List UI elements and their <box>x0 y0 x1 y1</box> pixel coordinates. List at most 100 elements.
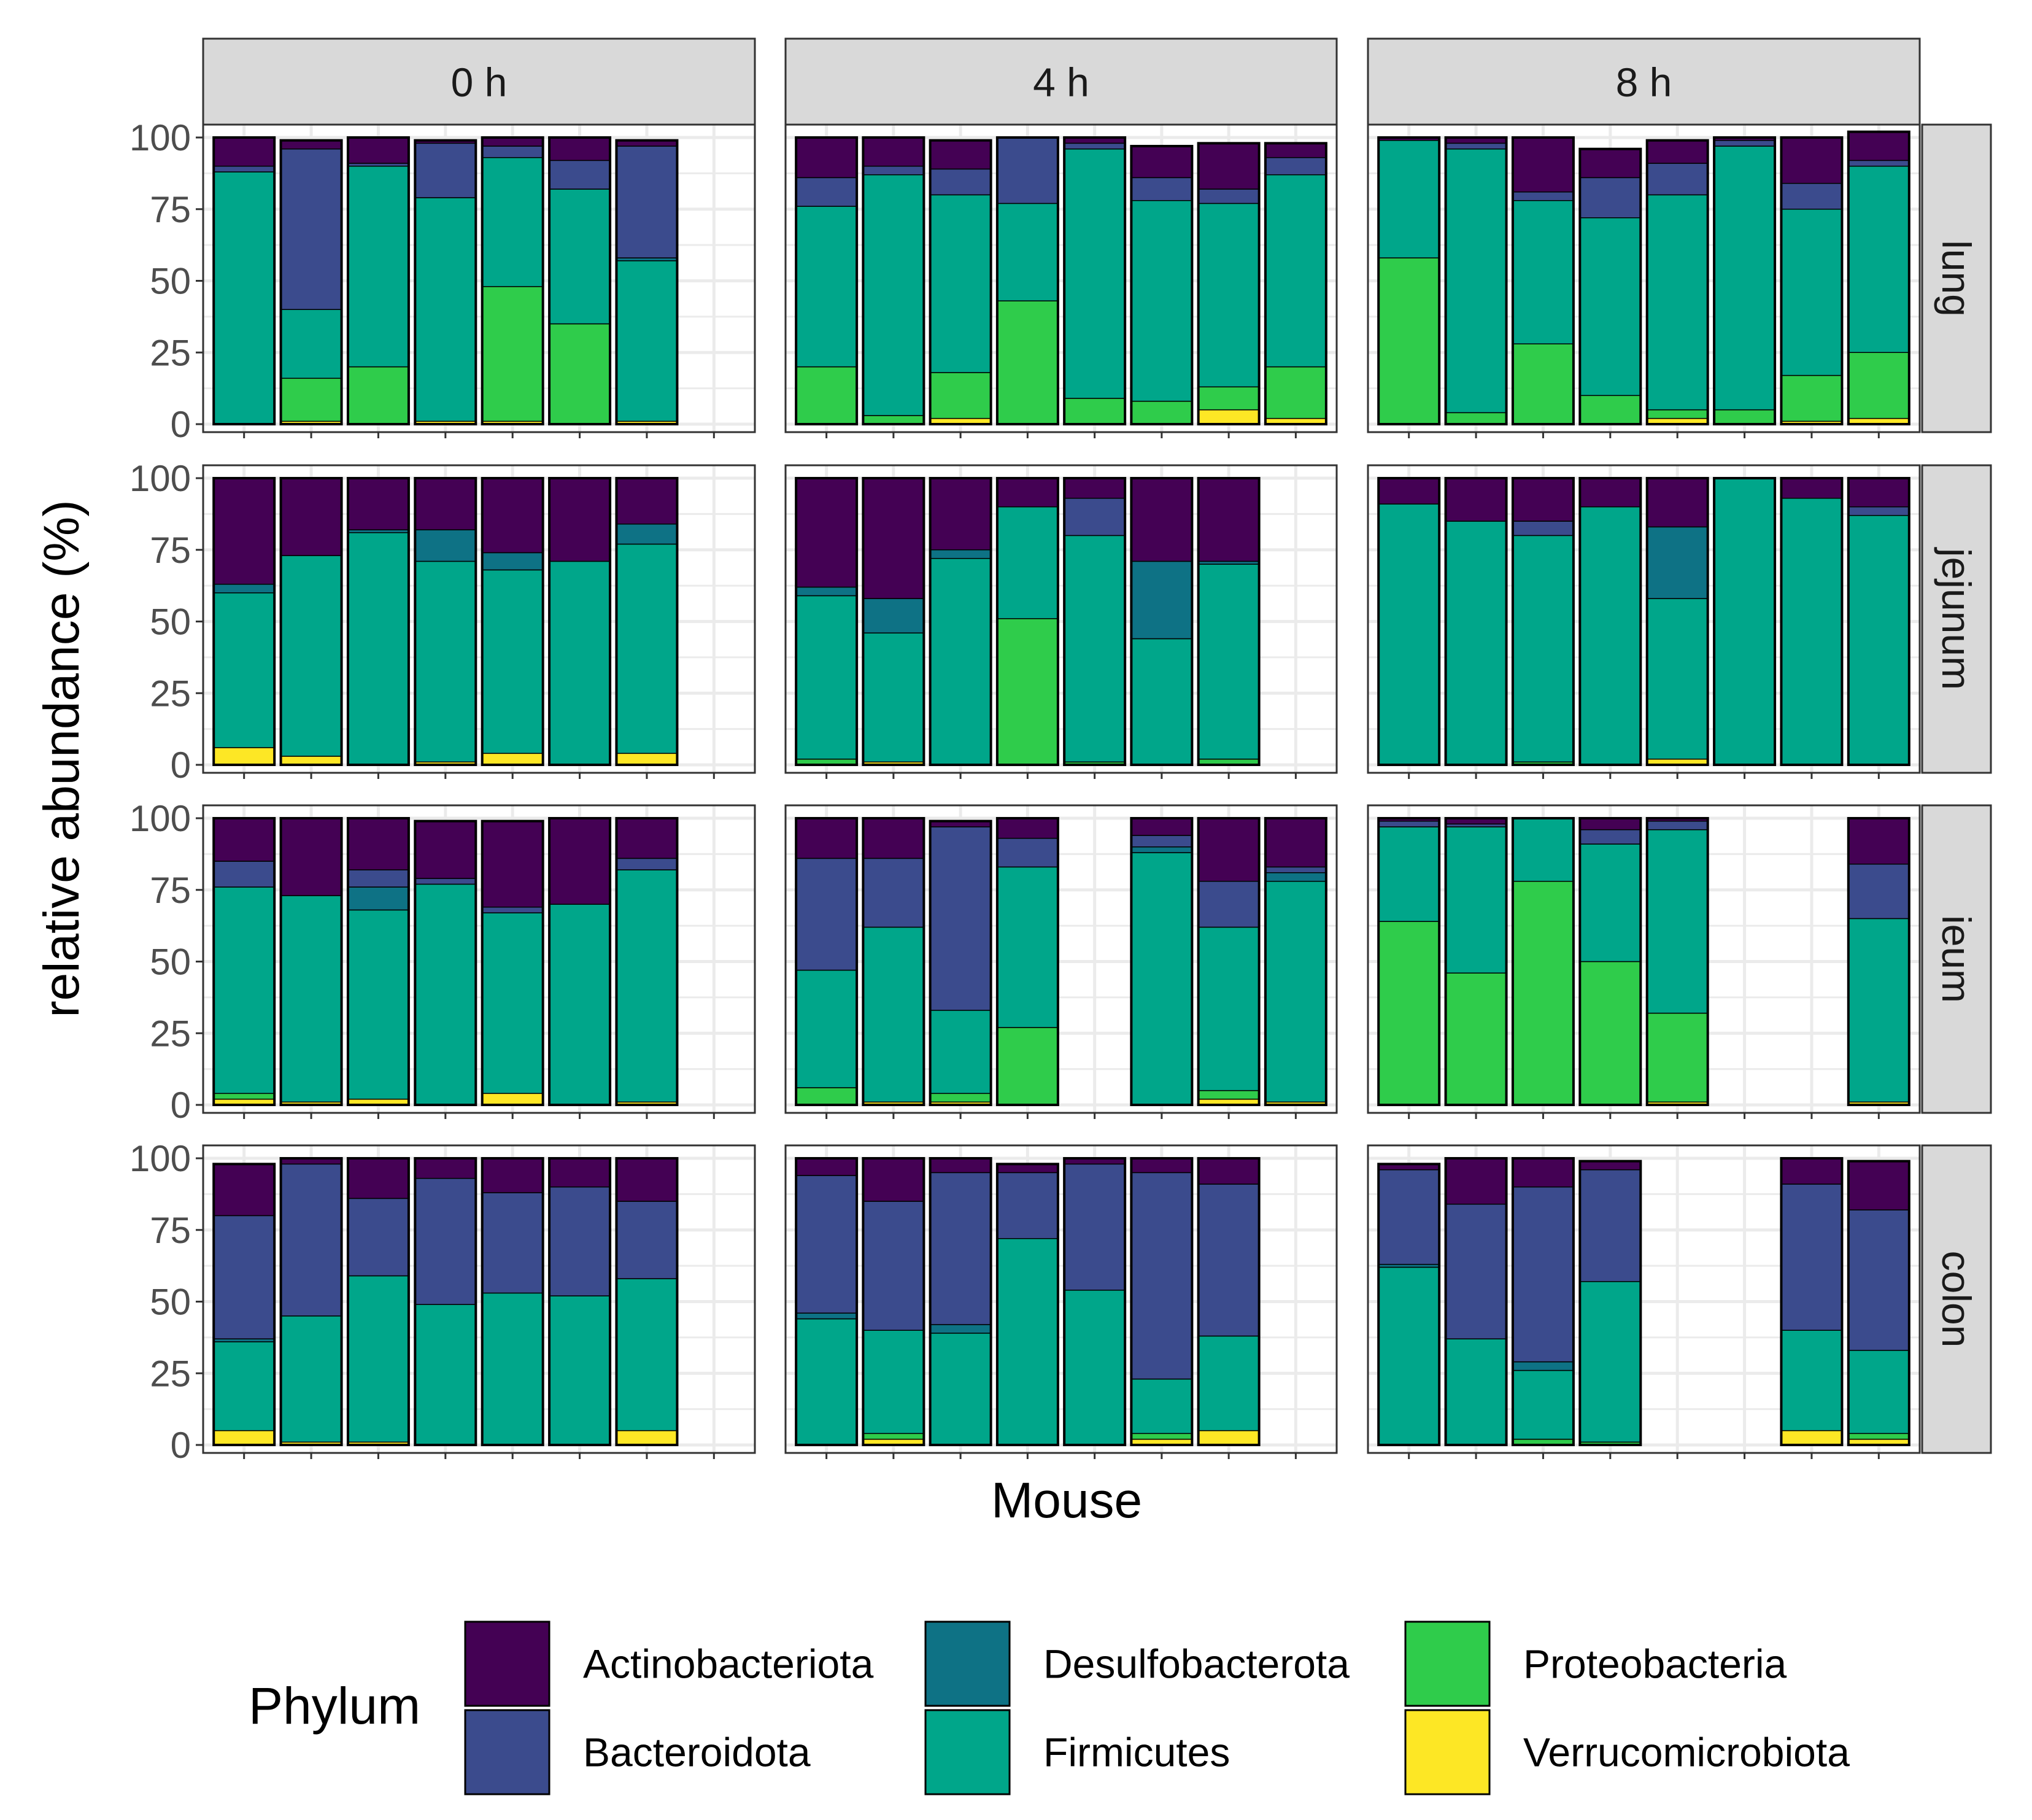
panel-frame-1-1 <box>784 464 1338 774</box>
bar-ieum-8h-8 <box>1847 817 1910 1106</box>
bar-segment-firmicutes <box>1445 148 1507 414</box>
bar-segment-actinobacteriota <box>280 139 342 150</box>
bar-segment-actinobacteriota <box>280 818 342 896</box>
bar-segment-firmicutes <box>1445 826 1507 974</box>
bar-segment-firmicutes <box>213 1341 275 1431</box>
bar-segment-verrucomicrobiota <box>481 753 544 765</box>
bar-ieum-4h-7 <box>1197 817 1261 1106</box>
bar-colon-4h-1 <box>795 1157 859 1446</box>
bar-segment-firmicutes <box>280 895 342 1103</box>
bar-jejunum-8h-5 <box>1645 477 1709 766</box>
bar-segment-firmicutes <box>616 543 678 754</box>
bar-segment-desulfobacterota <box>862 598 925 633</box>
bar-lung-8h-4 <box>1578 147 1642 425</box>
bar-segment-firmicutes <box>1130 638 1193 765</box>
bar-segment-verrucomicrobiota <box>1197 409 1260 425</box>
bar-segment-proteobacteria <box>862 1433 925 1440</box>
bar-segment-bacteroidota <box>1579 177 1642 219</box>
bar-segment-firmicutes <box>213 171 275 425</box>
bar-segment-bacteroidota <box>481 1192 544 1294</box>
bar-colon-8h-1 <box>1377 1163 1441 1446</box>
bar-segment-bacteroidota <box>1646 820 1709 831</box>
bar-segment-actinobacteriota <box>1197 142 1260 190</box>
bar-segment-firmicutes <box>1265 174 1327 368</box>
bar-lung-8h-3 <box>1511 136 1575 425</box>
bar-segment-firmicutes <box>1197 203 1260 388</box>
bar-jejunum-4h-3 <box>929 477 992 766</box>
bar-segment-actinobacteriota <box>414 1158 477 1179</box>
bar-jejunum-8h-2 <box>1444 477 1508 766</box>
bar-segment-actinobacteriota <box>213 1163 275 1217</box>
bar-segment-firmicutes <box>1512 199 1574 344</box>
bar-jejunum-8h-3 <box>1511 477 1575 766</box>
row-label-1: jejunum <box>1934 547 1979 690</box>
bar-segment-actinobacteriota <box>280 478 342 556</box>
bar-segment-bacteroidota <box>795 858 857 971</box>
panel-frame-2-2 <box>1367 804 1921 1114</box>
bar-segment-verrucomicrobiota <box>616 1430 678 1446</box>
bar-jejunum-0h-3 <box>346 477 410 766</box>
bar-segment-firmicutes <box>280 555 342 757</box>
y-tick-label: 100 <box>129 458 191 499</box>
panel-frame-2-0 <box>1367 123 1921 433</box>
bar-segment-proteobacteria <box>1130 1433 1193 1440</box>
bar-segment-desulfobacterota <box>1130 560 1193 640</box>
legend-key-actinobacteriota <box>464 1621 550 1707</box>
bar-segment-bacteroidota <box>1445 1203 1507 1339</box>
bar-segment-actinobacteriota <box>1512 1158 1574 1188</box>
bar-segment-firmicutes <box>1780 497 1843 765</box>
bar-segment-firmicutes <box>616 1278 678 1431</box>
bar-ieum-4h-1 <box>795 817 859 1106</box>
bar-segment-bacteroidota <box>1130 1172 1193 1380</box>
bar-segment-firmicutes <box>1848 918 1910 1103</box>
bar-colon-8h-8 <box>1847 1160 1910 1447</box>
bar-colon-4h-6 <box>1130 1157 1194 1446</box>
bar-segment-firmicutes <box>1848 1350 1910 1435</box>
bar-segment-firmicutes <box>862 632 925 763</box>
bar-lung-8h-2 <box>1444 136 1508 425</box>
row-strip-1 <box>1921 464 1992 774</box>
panel-frame-1-0 <box>784 123 1338 433</box>
bar-lung-8h-7 <box>1780 136 1844 425</box>
bar-jejunum-0h-2 <box>279 477 343 766</box>
bar-segment-bacteroidota <box>1064 1163 1126 1291</box>
legend-key-verrucomicrobiota <box>1404 1709 1491 1795</box>
bar-segment-bacteroidota <box>414 878 477 885</box>
bar-segment-proteobacteria <box>1713 409 1775 425</box>
bar-segment-firmicutes <box>1780 209 1843 376</box>
bar-jejunum-4h-6 <box>1130 477 1194 766</box>
bar-segment-bacteroidota <box>616 858 678 870</box>
legend-key-desulfobacterota <box>924 1621 1011 1707</box>
bar-segment-firmicutes <box>1579 843 1642 962</box>
bar-segment-bacteroidota <box>1512 521 1574 536</box>
bar-segment-bacteroidota <box>1064 497 1126 536</box>
bar-colon-4h-3 <box>929 1157 992 1446</box>
bar-segment-firmicutes <box>997 506 1059 619</box>
bar-segment-firmicutes <box>1780 1330 1843 1431</box>
bar-segment-firmicutes <box>1378 503 1440 765</box>
bar-segment-actinobacteriota <box>549 1158 611 1188</box>
bar-colon-0h-3 <box>346 1157 410 1446</box>
bar-segment-proteobacteria <box>280 378 342 422</box>
bar-segment-actinobacteriota <box>1197 1158 1260 1185</box>
bar-segment-bacteroidota <box>795 177 857 207</box>
facet-label-0: 0 h <box>451 60 508 105</box>
bar-segment-firmicutes <box>414 560 477 763</box>
bar-colon-8h-3 <box>1511 1157 1575 1446</box>
bar-segment-actinobacteriota <box>1512 478 1574 522</box>
bar-jejunum-0h-7 <box>615 477 679 766</box>
bar-segment-bacteroidota <box>1848 160 1910 167</box>
bar-segment-actinobacteriota <box>1579 148 1642 179</box>
bar-segment-bacteroidota <box>1378 1169 1440 1265</box>
bar-segment-bacteroidota <box>1848 863 1910 920</box>
bar-ieum-4h-2 <box>862 817 925 1106</box>
bar-ieum-0h-2 <box>279 817 343 1106</box>
bar-segment-proteobacteria <box>1579 961 1642 1106</box>
legend: Phylum Actinobacteriota Bacteroidota Desul… <box>249 1621 1850 1795</box>
bar-lung-4h-6 <box>1130 145 1194 425</box>
bar-ieum-0h-1 <box>212 817 276 1106</box>
bar-segment-bacteroidota <box>929 1172 992 1325</box>
bar-segment-proteobacteria <box>1848 352 1910 419</box>
bar-segment-actinobacteriota <box>929 478 992 551</box>
bar-segment-verrucomicrobiota <box>213 1430 275 1446</box>
